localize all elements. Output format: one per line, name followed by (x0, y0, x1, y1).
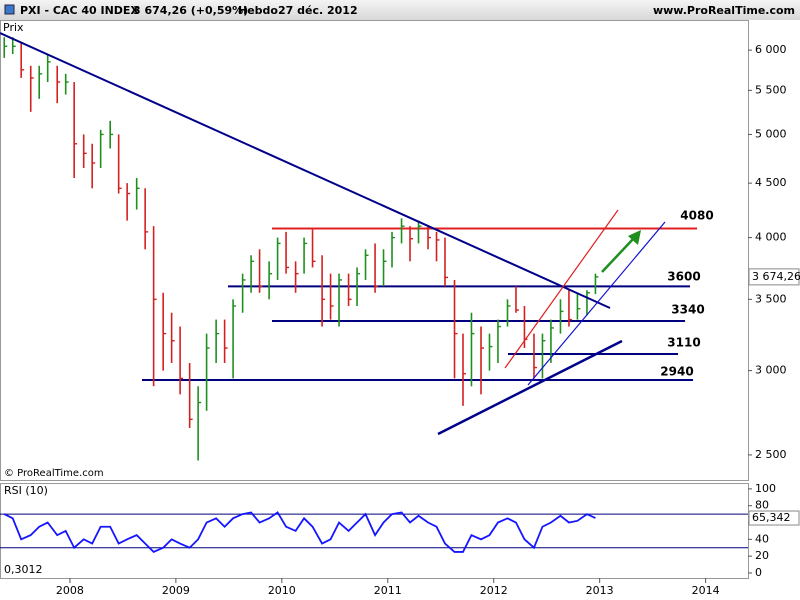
quote: 3 674,26 (+0,59%) (133, 4, 248, 17)
last-price-label: 3 674,26 (752, 270, 800, 283)
header-icon (4, 4, 15, 15)
rsi-tick-label: 80 (755, 499, 769, 512)
x-tick-label: 2008 (56, 584, 84, 597)
level-label: 2940 (660, 365, 693, 379)
y-tick-label: 4 000 (755, 231, 787, 244)
rsi-last-label: 65,342 (752, 511, 791, 524)
uptrend-line (437, 339, 623, 436)
rsi-tick-label: 100 (755, 482, 776, 495)
last-price-box (748, 268, 800, 286)
x-tick-label: 2011 (374, 584, 402, 597)
x-tick-label: 2013 (586, 584, 614, 597)
x-tick-label: 2009 (162, 584, 190, 597)
y-tick-label: 5 000 (755, 127, 787, 140)
channel-line (527, 221, 666, 386)
y-tick-label: 5 500 (755, 83, 787, 96)
rsi-line (3, 511, 596, 554)
site: www.ProRealTime.com (653, 4, 795, 17)
level-label: 4080 (680, 209, 713, 223)
x-tick-label: 2010 (268, 584, 296, 597)
header-bar (0, 0, 800, 20)
rsi-last-box (748, 510, 800, 526)
period: Hebdo (238, 4, 278, 17)
rsi-panel (0, 483, 749, 579)
level-label: 3340 (671, 303, 704, 317)
rsi-tick-label: 0 (755, 566, 762, 579)
watermark: © ProRealTime.com (4, 468, 104, 479)
downtrend-line (0, 32, 611, 309)
y-tick-label: 4 500 (755, 176, 787, 189)
y-label: Prix (3, 21, 24, 34)
rsi-tick-label: 40 (755, 532, 769, 545)
channel-line (504, 209, 619, 369)
level-label: 3110 (667, 336, 700, 350)
arrow (601, 237, 635, 273)
arrow-head (628, 230, 641, 245)
rsi-name: RSI (10) (4, 484, 48, 497)
y-tick-label: 6 000 (755, 43, 787, 56)
symbol: PXI - CAC 40 INDEX (20, 4, 139, 17)
y-tick-label: 3 500 (755, 292, 787, 305)
plot: 6 000 5 500 5 000 4 500 4 000 3 500 3 000 2 500… (0, 37, 800, 597)
y-tick-label: 2 500 (755, 448, 787, 461)
x-tick-label: 2012 (480, 584, 508, 597)
date: 27 déc. 2012 (278, 4, 358, 17)
rsi-tick-label: 20 (755, 549, 769, 562)
y-tick-label: 3 000 (755, 364, 787, 377)
rsi-note: 0,3012 (4, 563, 43, 576)
level-label: 3600 (667, 270, 700, 284)
x-tick-label: 2014 (692, 584, 720, 597)
